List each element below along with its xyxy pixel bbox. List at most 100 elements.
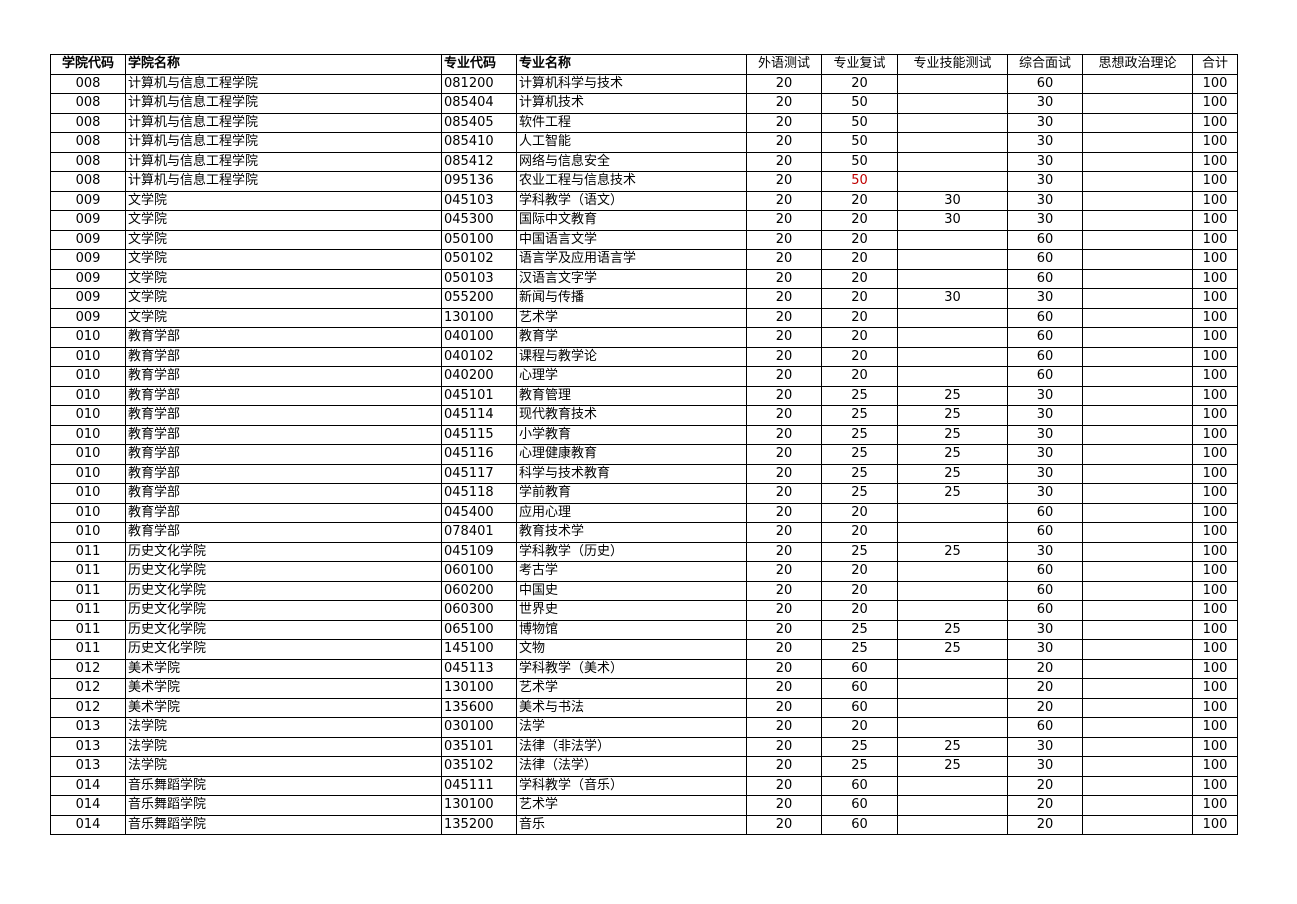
cell-major-retest: 20 xyxy=(821,210,898,231)
cell-major-retest: 50 xyxy=(821,93,898,114)
cell-major-name: 教育技术学 xyxy=(516,522,747,543)
cell-major-retest: 20 xyxy=(821,717,898,738)
cell-major-code: 065100 xyxy=(441,619,517,640)
cell-interview: 30 xyxy=(1007,541,1083,562)
cell-major-code: 085404 xyxy=(441,93,517,114)
cell-college-name: 教育学部 xyxy=(125,327,442,348)
cell-skill-test xyxy=(897,132,1008,153)
table-row: 010 教育学部 040102 课程与教学论 20 20 60 100 xyxy=(50,346,1238,367)
cell-major-retest: 20 xyxy=(821,600,898,621)
cell-interview: 60 xyxy=(1007,580,1083,601)
table-row: 013 法学院 035102 法律（法学） 20 25 25 30 100 xyxy=(50,756,1238,777)
cell-interview: 20 xyxy=(1007,678,1083,699)
cell-politics xyxy=(1082,327,1193,348)
cell-politics xyxy=(1082,697,1193,718)
cell-total: 100 xyxy=(1192,502,1238,523)
cell-foreign-language: 20 xyxy=(746,73,822,94)
cell-foreign-language: 20 xyxy=(746,327,822,348)
cell-major-name: 学科教学（历史） xyxy=(516,541,747,562)
cell-foreign-language: 20 xyxy=(746,483,822,504)
cell-college-code: 008 xyxy=(50,93,126,114)
cell-foreign-language: 20 xyxy=(746,639,822,660)
cell-foreign-language: 20 xyxy=(746,424,822,445)
cell-college-code: 010 xyxy=(50,327,126,348)
cell-college-code: 011 xyxy=(50,561,126,582)
cell-total: 100 xyxy=(1192,190,1238,211)
table-row: 010 教育学部 045117 科学与技术教育 20 25 25 30 100 xyxy=(50,463,1238,484)
cell-skill-test: 30 xyxy=(897,210,1008,231)
cell-politics xyxy=(1082,93,1193,114)
cell-major-name: 软件工程 xyxy=(516,112,747,133)
cell-major-retest: 50 xyxy=(821,112,898,133)
cell-major-code: 035101 xyxy=(441,736,517,757)
cell-major-name: 汉语言文字学 xyxy=(516,268,747,289)
cell-total: 100 xyxy=(1192,522,1238,543)
cell-college-code: 014 xyxy=(50,814,126,835)
cell-total: 100 xyxy=(1192,756,1238,777)
cell-foreign-language: 20 xyxy=(746,366,822,387)
cell-total: 100 xyxy=(1192,249,1238,270)
table-row: 008 计算机与信息工程学院 081200 计算机科学与技术 20 20 60 100 xyxy=(50,73,1238,94)
cell-major-retest: 20 xyxy=(821,288,898,309)
cell-major-retest: 20 xyxy=(821,249,898,270)
cell-foreign-language: 20 xyxy=(746,561,822,582)
header-interview: 综合面试 xyxy=(1007,54,1083,75)
cell-major-name: 计算机技术 xyxy=(516,93,747,114)
cell-politics xyxy=(1082,73,1193,94)
table-row: 014 音乐舞蹈学院 045111 学科教学（音乐） 20 60 20 100 xyxy=(50,775,1238,796)
score-table: 学院代码 学院名称 专业代码 专业名称 外语测试 专业复试 专业技能测试 综合面… xyxy=(50,54,1238,835)
cell-major-retest: 60 xyxy=(821,775,898,796)
cell-college-code: 013 xyxy=(50,736,126,757)
cell-politics xyxy=(1082,600,1193,621)
table-row: 008 计算机与信息工程学院 085405 软件工程 20 50 30 100 xyxy=(50,112,1238,133)
cell-total: 100 xyxy=(1192,541,1238,562)
cell-foreign-language: 20 xyxy=(746,190,822,211)
cell-politics xyxy=(1082,561,1193,582)
table-row: 011 历史文化学院 065100 博物馆 20 25 25 30 100 xyxy=(50,619,1238,640)
cell-politics xyxy=(1082,307,1193,328)
cell-skill-test: 25 xyxy=(897,483,1008,504)
cell-college-code: 011 xyxy=(50,600,126,621)
cell-skill-test xyxy=(897,522,1008,543)
cell-foreign-language: 20 xyxy=(746,132,822,153)
cell-foreign-language: 20 xyxy=(746,502,822,523)
cell-total: 100 xyxy=(1192,736,1238,757)
cell-skill-test xyxy=(897,93,1008,114)
cell-politics xyxy=(1082,288,1193,309)
cell-politics xyxy=(1082,229,1193,250)
cell-politics xyxy=(1082,366,1193,387)
cell-college-name: 历史文化学院 xyxy=(125,619,442,640)
cell-college-name: 法学院 xyxy=(125,756,442,777)
cell-major-retest: 60 xyxy=(821,814,898,835)
cell-skill-test: 30 xyxy=(897,190,1008,211)
cell-skill-test xyxy=(897,307,1008,328)
cell-major-retest: 50 xyxy=(821,171,898,192)
cell-politics xyxy=(1082,346,1193,367)
cell-college-name: 文学院 xyxy=(125,229,442,250)
table-row: 013 法学院 030100 法学 20 20 60 100 xyxy=(50,717,1238,738)
cell-major-code: 095136 xyxy=(441,171,517,192)
table-row: 012 美术学院 135600 美术与书法 20 60 20 100 xyxy=(50,697,1238,718)
cell-major-code: 030100 xyxy=(441,717,517,738)
cell-college-code: 010 xyxy=(50,424,126,445)
cell-skill-test xyxy=(897,600,1008,621)
cell-skill-test: 25 xyxy=(897,405,1008,426)
cell-interview: 60 xyxy=(1007,502,1083,523)
cell-skill-test xyxy=(897,229,1008,250)
cell-total: 100 xyxy=(1192,288,1238,309)
cell-foreign-language: 20 xyxy=(746,580,822,601)
cell-total: 100 xyxy=(1192,366,1238,387)
cell-politics xyxy=(1082,483,1193,504)
cell-total: 100 xyxy=(1192,268,1238,289)
cell-foreign-language: 20 xyxy=(746,249,822,270)
cell-major-name: 应用心理 xyxy=(516,502,747,523)
table-row: 011 历史文化学院 060200 中国史 20 20 60 100 xyxy=(50,580,1238,601)
cell-politics xyxy=(1082,268,1193,289)
cell-major-name: 农业工程与信息技术 xyxy=(516,171,747,192)
cell-politics xyxy=(1082,405,1193,426)
table-row: 010 教育学部 045115 小学教育 20 25 25 30 100 xyxy=(50,424,1238,445)
cell-major-retest: 25 xyxy=(821,385,898,406)
cell-major-code: 045114 xyxy=(441,405,517,426)
cell-major-name: 美术与书法 xyxy=(516,697,747,718)
cell-college-name: 美术学院 xyxy=(125,697,442,718)
